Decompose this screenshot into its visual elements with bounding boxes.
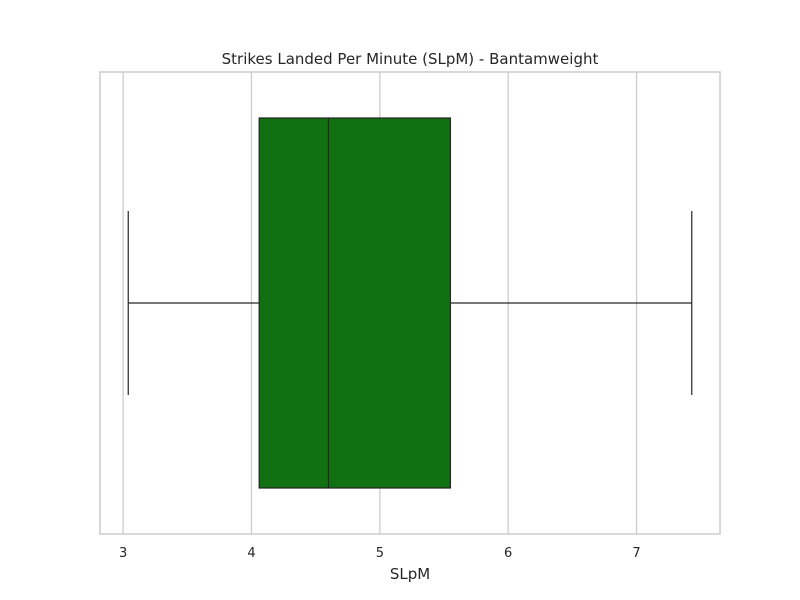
x-tick-label-3: 3 bbox=[119, 546, 127, 561]
x-tick-label-5: 5 bbox=[376, 546, 384, 561]
plot-frame bbox=[99, 71, 721, 535]
iqr-box bbox=[258, 117, 452, 489]
chart-title: Strikes Landed Per Minute (SLpM) - Banta… bbox=[222, 50, 599, 68]
x-tick-label-4: 4 bbox=[247, 546, 255, 561]
tick-layer: 3 4 5 6 7 bbox=[119, 546, 641, 561]
x-axis-label: SLpM bbox=[390, 565, 430, 583]
x-tick-label-7: 7 bbox=[632, 546, 640, 561]
x-tick-label-6: 6 bbox=[504, 546, 512, 561]
box-layer bbox=[127, 117, 693, 489]
